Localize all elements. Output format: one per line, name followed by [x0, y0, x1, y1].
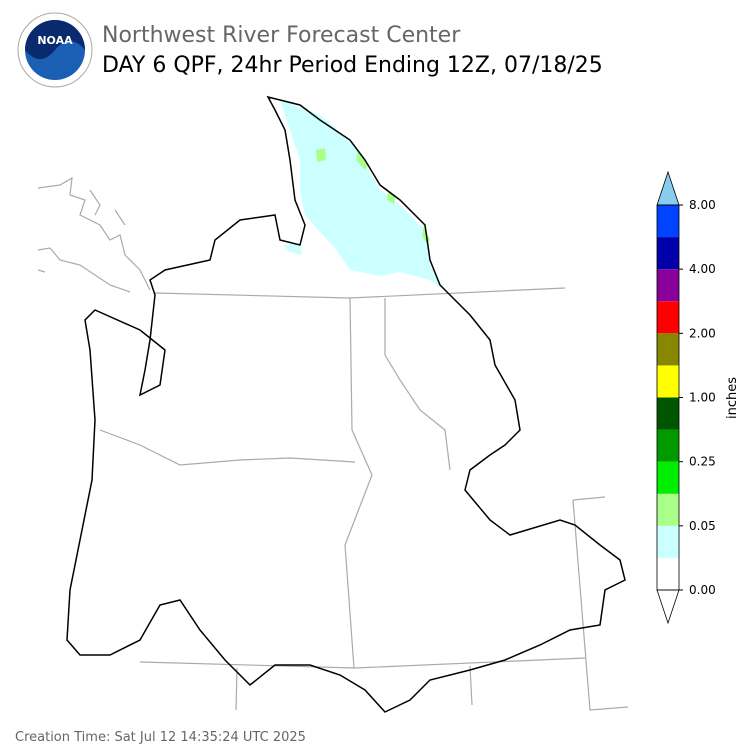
logo-text: NOAA — [37, 34, 73, 47]
colorbar-swatch — [657, 429, 679, 462]
map — [37, 95, 629, 713]
colorbar-swatch — [657, 237, 679, 270]
noaa-logo: NOAA — [17, 12, 93, 88]
colorbar: 0.00 0.05 0.25 1.00 2.00 4.00 8.00 — [656, 170, 716, 625]
colorbar-swatch — [657, 365, 679, 398]
colorbar-swatch — [657, 301, 679, 334]
canada-coast — [37, 176, 151, 293]
colorbar-swatch — [657, 493, 679, 526]
colorbar-label: inches — [725, 377, 740, 419]
basin-outline — [66, 95, 626, 713]
creation-time: Creation Time: Sat Jul 12 14:35:24 UTC 2… — [15, 730, 306, 745]
precip-area — [280, 100, 445, 290]
subtitle: DAY 6 QPF, 24hr Period Ending 12Z, 07/18… — [102, 53, 603, 78]
colorbar-tick-label: 1.00 — [689, 391, 716, 405]
colorbar-tick-label: 4.00 — [689, 262, 716, 276]
colorbar-over — [656, 170, 680, 206]
colorbar-under — [656, 589, 680, 625]
colorbar-swatch — [657, 557, 679, 590]
state-borders — [99, 287, 629, 711]
colorbar-swatch — [657, 397, 679, 430]
colorbar-swatch — [657, 269, 679, 302]
colorbar-tick-label: 0.05 — [689, 519, 716, 533]
colorbar-swatch — [657, 525, 679, 558]
title: Northwest River Forecast Center — [102, 23, 461, 48]
colorbar-swatch — [657, 461, 679, 494]
colorbar-tick-label: 0.25 — [689, 455, 716, 469]
colorbar-tick-label: 8.00 — [689, 198, 716, 212]
colorbar-swatch — [657, 333, 679, 366]
colorbar-tick-label: 0.00 — [689, 583, 716, 597]
colorbar-swatch — [657, 205, 679, 238]
colorbar-tick-label: 2.00 — [689, 326, 716, 340]
